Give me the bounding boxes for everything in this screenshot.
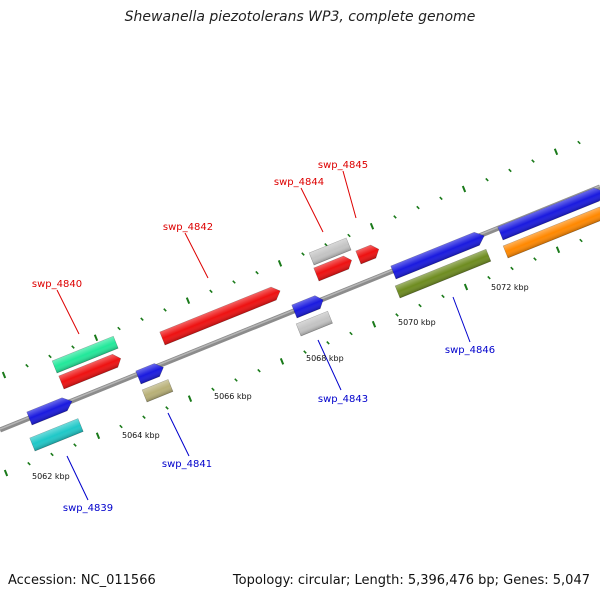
forward-tick-17 [393, 215, 397, 219]
gene-red-4844[interactable] [313, 254, 354, 282]
reverse-tick-16 [371, 320, 377, 328]
reverse-tick-6 [142, 415, 146, 420]
gene-label-swp-4844[interactable]: swp_4844 [274, 177, 324, 188]
forward-tick-20 [461, 185, 467, 193]
gene-blue-right[interactable] [497, 185, 600, 241]
forward-tick-12 [277, 260, 283, 267]
gene-gray-a[interactable] [308, 237, 352, 266]
forward-tick-0 [1, 371, 7, 379]
forward-tick-8 [185, 297, 191, 304]
accession-text: Accession: NC_011566 [8, 573, 156, 588]
gene-blue-small[interactable] [135, 361, 166, 385]
reverse-tick-4 [95, 432, 101, 440]
forward-tick-3 [71, 345, 75, 349]
gene-blue-left[interactable] [26, 395, 75, 426]
reverse-tick-1 [27, 461, 31, 466]
forward-tick-18 [416, 205, 420, 210]
reverse-tick-3 [73, 443, 77, 447]
reverse-tick-19 [441, 294, 445, 299]
kbp-labels: 5062 kbp 5064 kbp 5066 kbp 5068 kbp 5070… [32, 283, 529, 481]
gene-cyan[interactable] [29, 418, 84, 452]
gene-label-swp-4840[interactable]: swp_4840 [32, 279, 82, 290]
reverse-tick-7 [165, 406, 169, 410]
gene-gray-b[interactable] [295, 310, 333, 337]
reverse-tick-11 [257, 368, 261, 373]
gene-olive[interactable] [394, 248, 492, 299]
gene-blue-4843[interactable] [291, 293, 326, 319]
forward-tick-2 [48, 354, 52, 359]
kbp-label-5064: 5064 kbp [122, 431, 160, 440]
gene-label-swp-4845[interactable]: swp_4845 [318, 160, 368, 171]
gene-khaki[interactable] [141, 379, 174, 403]
reverse-tick-20 [463, 283, 469, 291]
reverse-tick-13 [303, 350, 307, 354]
reverse-tick-14 [326, 340, 330, 345]
forward-tick-19 [439, 196, 443, 201]
reverse-tick-17 [395, 313, 399, 317]
forward-tick-5 [117, 326, 121, 331]
forward-tick-7 [163, 308, 167, 312]
forward-tick-6 [140, 317, 144, 322]
forward-tick-row [1, 140, 581, 379]
kbp-label-5068: 5068 kbp [306, 354, 344, 363]
forward-tick-4 [93, 334, 99, 342]
forward-tick-14 [324, 242, 328, 247]
reverse-tick-25 [579, 238, 583, 243]
map-title: Shewanella piezotolerans WP3, complete g… [124, 9, 476, 25]
forward-tick-11 [255, 270, 259, 275]
reverse-tick-24 [555, 246, 561, 254]
gene-red-4842[interactable] [159, 284, 283, 346]
gene-name-labels: swp_4840 swp_4842 swp_4844 swp_4845 swp_… [32, 160, 495, 514]
reverse-tick-0 [3, 469, 9, 477]
forward-tick-9 [209, 289, 213, 294]
forward-tick-24 [553, 148, 559, 156]
reverse-tick-8 [187, 395, 193, 402]
gene-label-swp-4841[interactable]: swp_4841 [162, 459, 212, 470]
gene-callouts [56, 170, 471, 501]
reverse-tick-9 [211, 387, 215, 392]
gene-blue-4846[interactable] [390, 229, 487, 280]
gene-teal-green[interactable] [51, 335, 119, 374]
forward-tick-22 [508, 168, 512, 173]
gene-label-swp-4839[interactable]: swp_4839 [63, 503, 113, 514]
reverse-tick-22 [510, 266, 514, 271]
kbp-label-5070: 5070 kbp [398, 318, 436, 327]
kbp-label-5072: 5072 kbp [491, 283, 529, 292]
gene-red-4845[interactable] [355, 243, 382, 265]
gene-orange[interactable] [502, 206, 600, 259]
gene-red-4840[interactable] [58, 352, 124, 390]
forward-tick-1 [25, 363, 29, 368]
gene-label-swp-4843[interactable]: swp_4843 [318, 394, 368, 405]
forward-tick-25 [577, 140, 581, 145]
reverse-tick-21 [487, 275, 491, 280]
kbp-label-5066: 5066 kbp [214, 392, 252, 401]
reverse-tick-18 [418, 303, 422, 308]
forward-tick-21 [485, 177, 489, 182]
forward-tick-15 [347, 233, 351, 238]
reverse-tick-row [3, 238, 583, 477]
forward-tick-10 [232, 280, 236, 284]
gene-label-swp-4846[interactable]: swp_4846 [445, 345, 495, 356]
forward-tick-16 [369, 222, 375, 230]
reverse-tick-15 [349, 331, 353, 336]
reverse-tick-23 [533, 257, 537, 261]
gene-label-swp-4842[interactable]: swp_4842 [163, 222, 213, 233]
reverse-tick-10 [234, 378, 238, 382]
reverse-tick-12 [279, 358, 285, 365]
reverse-tick-2 [50, 452, 54, 457]
reverse-tick-5 [119, 424, 123, 429]
forward-tick-13 [301, 252, 305, 256]
topology-summary: Topology: circular; Length: 5,396,476 bp… [232, 573, 590, 588]
forward-tick-23 [531, 159, 535, 163]
kbp-label-5062: 5062 kbp [32, 472, 70, 481]
